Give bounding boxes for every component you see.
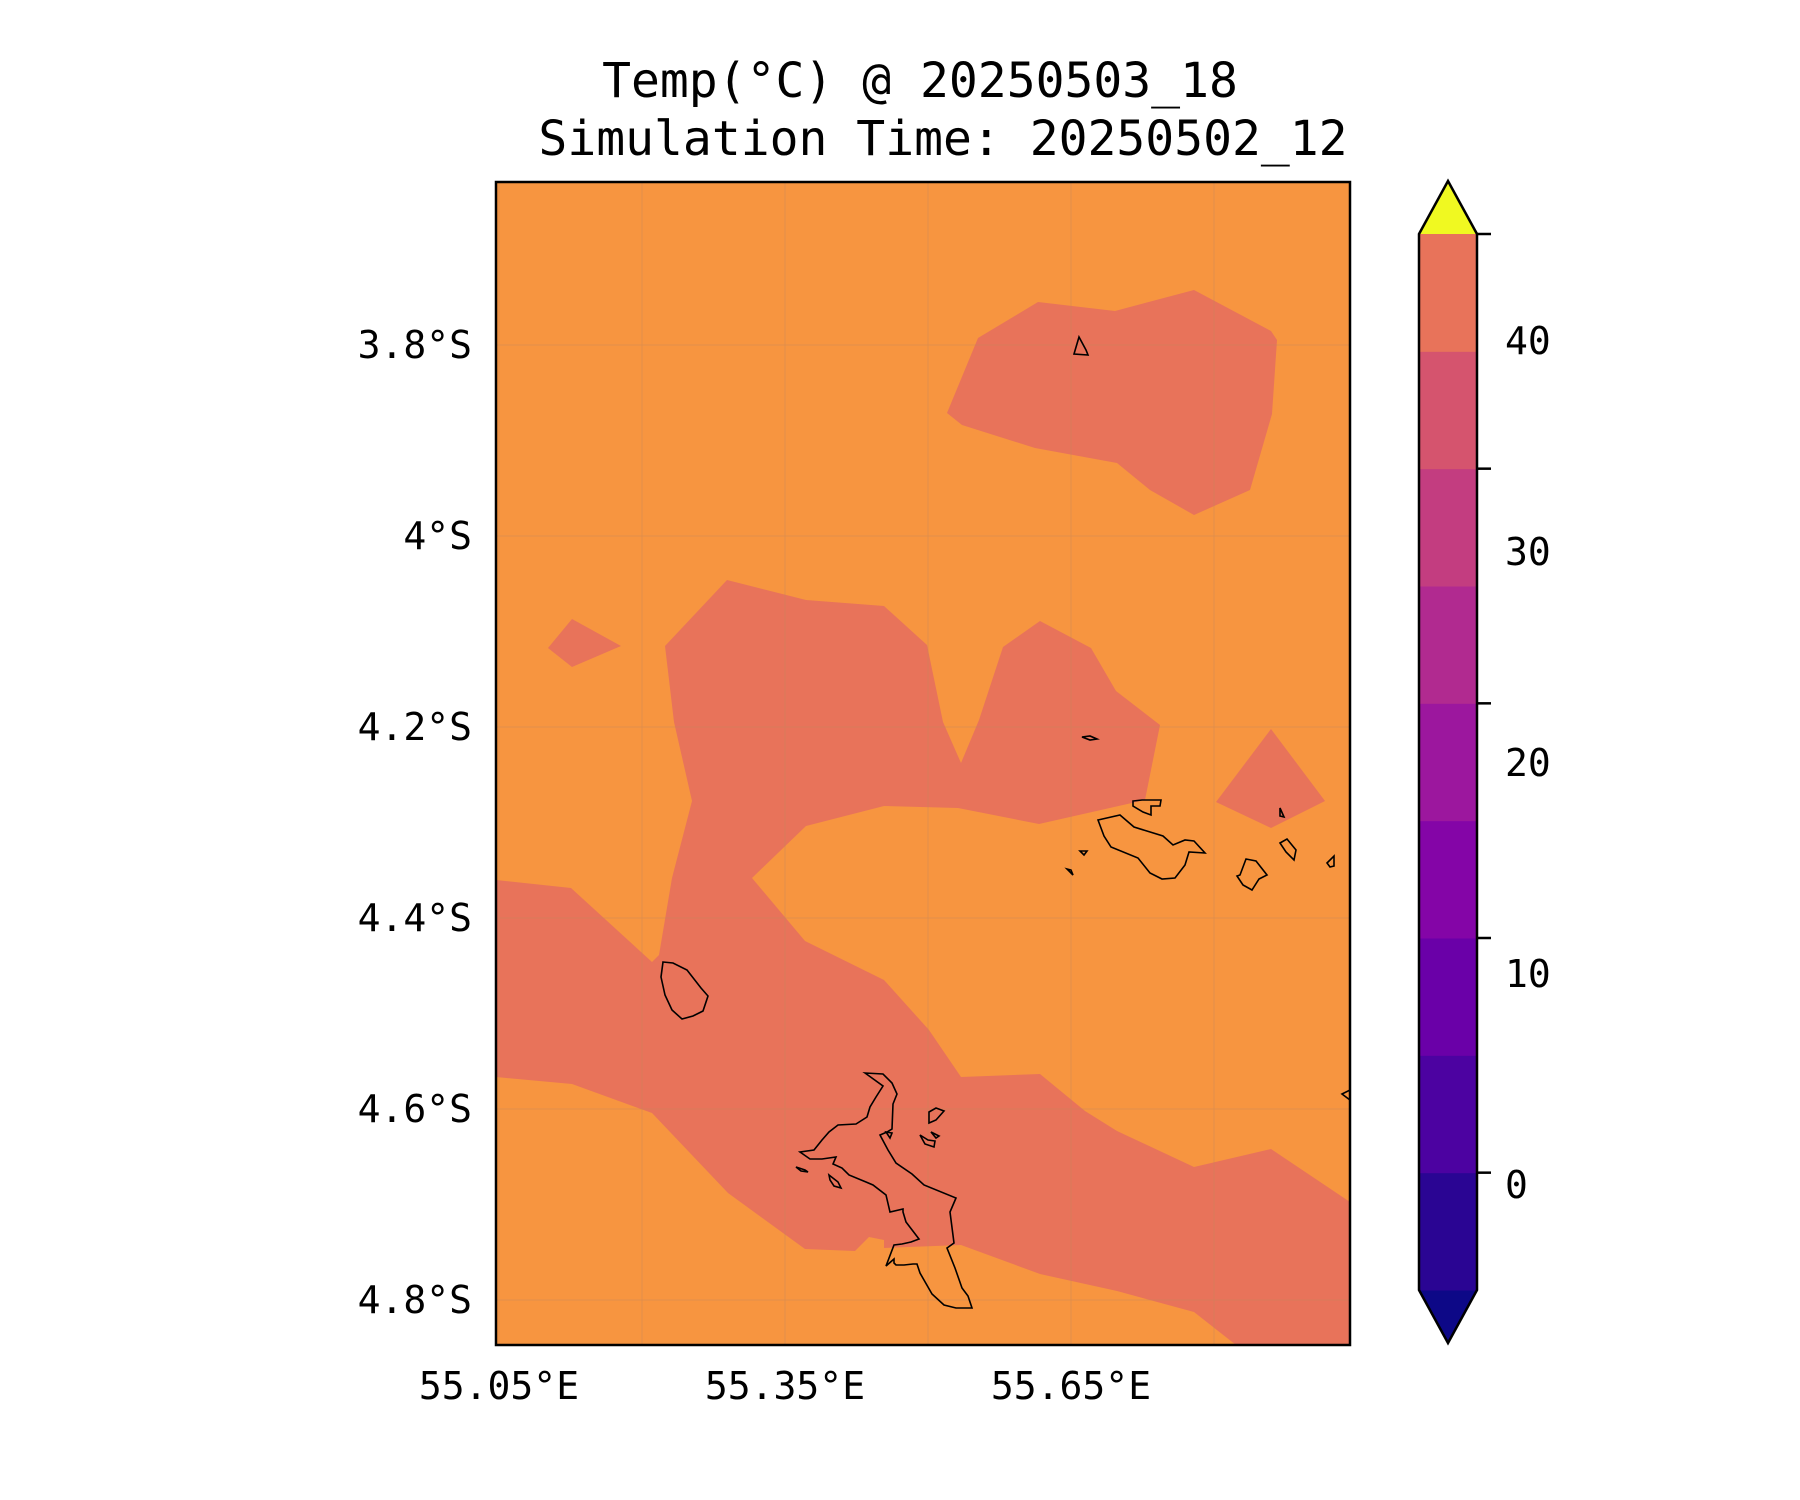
- x-tick-label: 55.65°E: [990, 1364, 1152, 1408]
- colorbar-tick-label: 0: [1505, 1163, 1528, 1207]
- chart-title-line-1: Temp(°C) @ 20250503_18: [602, 53, 1238, 109]
- chart-title-line-2: Simulation Time: 20250502_12: [538, 111, 1348, 167]
- island-outline: [795, 1166, 809, 1173]
- colorbar-bin: [1419, 938, 1477, 1056]
- colorbar-bin: [1419, 351, 1477, 470]
- contour-region-ne: [947, 290, 1277, 515]
- island-outline: [827, 1173, 843, 1190]
- contour-region-mid: [496, 580, 1350, 1345]
- island-outline: [1278, 837, 1297, 862]
- island-outline: [660, 961, 709, 1020]
- y-tick-label: 4.8°S: [357, 1278, 472, 1322]
- island-outline: [1072, 334, 1090, 356]
- colorbar-bin: [1419, 820, 1477, 939]
- contour-region-east: [1216, 729, 1325, 828]
- grid: [496, 182, 1350, 1345]
- island-outline: [1132, 799, 1162, 817]
- x-tick-label: 55.35°E: [704, 1364, 866, 1408]
- colorbar-tick-label: 10: [1505, 952, 1551, 996]
- colorbar-bin: [1419, 586, 1477, 704]
- x-tick-label: 55.05°E: [418, 1364, 580, 1408]
- colorbar-bin: [1419, 1172, 1477, 1291]
- island-outline: [1325, 854, 1335, 868]
- colorbar-bin: [1419, 468, 1477, 587]
- island-outline: [884, 1130, 894, 1140]
- coastlines: [660, 334, 1351, 1309]
- island-outline: [919, 1134, 936, 1149]
- island-outline: [1081, 735, 1100, 741]
- y-tick-label: 3.8°S: [357, 323, 472, 367]
- island-outline: [930, 1131, 941, 1140]
- colorbar-bin: [1419, 234, 1477, 352]
- island-outline: [1078, 850, 1089, 857]
- island-outline: [1279, 807, 1286, 819]
- island-outline: [1064, 867, 1074, 876]
- colorbar-extend-high: [1419, 181, 1477, 234]
- y-tick-label: 4.6°S: [357, 1087, 472, 1131]
- colorbar-bin: [1419, 703, 1477, 822]
- colorbar: [1417, 178, 1491, 1346]
- y-tick-label: 4.4°S: [357, 896, 472, 940]
- contour-region-small-w: [548, 619, 621, 667]
- island-outline: [1096, 814, 1207, 880]
- y-tick-label: 4.2°S: [357, 705, 472, 749]
- contour-regions: [496, 290, 1350, 1345]
- island-outline: [1235, 858, 1269, 892]
- plot-frame: [494, 180, 1352, 1347]
- colorbar-tick-label: 40: [1505, 319, 1551, 363]
- island-outline: [928, 1107, 946, 1125]
- y-tick-label: 4°S: [403, 514, 472, 558]
- colorbar-bin: [1419, 1055, 1477, 1174]
- colorbar-outline: [1417, 178, 1479, 1346]
- colorbar-tick-label: 20: [1505, 741, 1551, 785]
- colorbar-extend-low: [1419, 1290, 1477, 1343]
- island-outline: [797, 1072, 974, 1309]
- colorbar-tick-label: 30: [1505, 530, 1551, 574]
